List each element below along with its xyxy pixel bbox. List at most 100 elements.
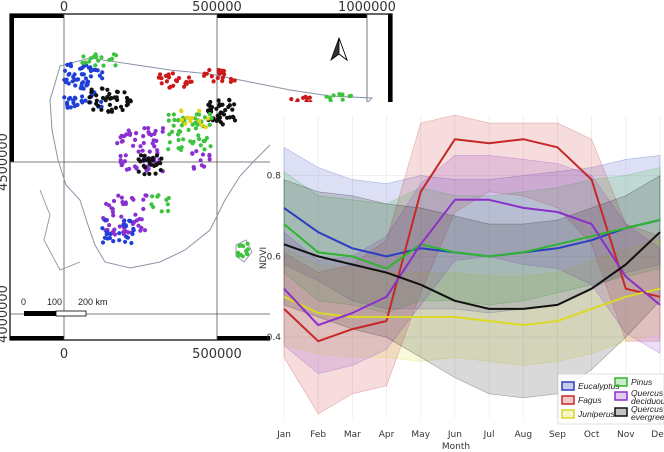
map-plot-point [134,166,139,171]
map-plot-point [171,112,176,117]
map-plot-point [153,128,158,134]
map-plot-point [122,218,127,223]
map-plot-point [99,55,104,60]
map-plot-point [118,160,123,165]
map-plot-point [340,92,345,97]
map-plot-point [199,123,204,128]
map-plot-point [206,116,211,121]
chart-grid [283,115,661,418]
map-plot-point [100,86,105,91]
map-plot-point [96,58,101,63]
map-plot-point [200,152,206,157]
map-plot-point [190,141,195,146]
map-plot-point [221,112,227,117]
map-y-tick: 4500000 [0,133,11,191]
map-plot-point [80,72,85,77]
map-plot-point [166,195,171,201]
map-plot-point [194,149,199,154]
legend-swatch-fagus [561,395,575,405]
map-plot-point [209,116,214,121]
map-plot-point [146,126,151,131]
map-plot-point [189,115,194,121]
map-plot-point [88,56,94,61]
map-plot-point [211,79,216,84]
map-plot-point [111,239,116,244]
legend-swatch-quercus-evergreen [614,407,628,417]
map-plot-point [111,198,117,204]
line-pinus [283,219,661,270]
map-plot-point [127,218,132,223]
map-plot-point [182,84,187,89]
map-plot-point [167,140,172,145]
band-pinus [283,167,661,314]
coastline [49,57,374,269]
map-plot-point [68,61,73,67]
map-plot-point [159,156,164,161]
map-plot-point [141,206,146,212]
map-plot-point [120,139,125,144]
map-plot-point [159,81,164,86]
legend-label-quercus-deciduous-2: deciduous [631,396,664,406]
map-plot-point [144,193,149,198]
map-plot-point [126,230,131,235]
y-axis-label: NDVI [259,247,269,269]
map-plot-point [170,129,175,134]
map-frame-bar [10,14,14,162]
map-plot-point [232,78,237,83]
map-plot-point [171,123,176,128]
band-quercus-evergreen [283,175,661,399]
map-plot-point [134,218,139,223]
map-plot-point [158,72,163,77]
map-plot-point [142,172,147,177]
map-plot-point [62,68,68,73]
map-plot-point [166,147,171,152]
map-plot-point [127,132,133,137]
map-plot-point [193,126,198,131]
coastline-west [39,189,81,271]
map-plot-point [166,112,171,117]
map-plot-point [144,158,149,163]
map-plot-point [142,228,148,233]
map-plot-point [99,107,104,112]
map-plot-point [155,148,160,153]
map-plot-point [186,75,192,80]
map-plot-point [121,202,126,207]
map-plot-point [166,208,171,214]
map-plot-point [176,76,182,81]
map-plot-point [331,93,336,98]
map-plot-point [158,168,163,173]
map-plot-point [106,109,111,114]
map-plot-point [191,166,197,171]
map-plot-point [216,98,221,103]
map-plot-point [122,90,127,95]
map-plot-point [221,69,226,74]
map-plot-point [107,91,112,97]
y-tick-label: 0.6 [267,252,282,262]
map-x-tick: 0 [60,0,68,15]
line-juniperus [283,287,661,327]
map-plot-point [156,193,161,198]
map-plot-point [75,102,80,107]
map-plot-point [176,137,181,143]
map-plot-point [133,212,138,217]
map-plot-point [230,107,235,112]
map-plot-point [64,77,69,82]
map-x-tick: 1000000 [338,0,396,15]
map-plot-point [81,80,86,85]
map-plot-point [139,217,144,222]
map-plot-point [73,83,78,88]
map-plot-point [67,71,72,76]
band-juniperus [283,239,661,366]
map-plot-point [80,94,85,99]
map-plot-point [125,235,130,240]
map-plot-point [214,106,219,111]
map-plot-point [89,89,94,94]
map-plot-point [68,105,73,110]
chart-lines [283,138,661,343]
map-plot-point [124,103,129,108]
map-plot-point [99,104,104,109]
map-plot-point [113,105,118,110]
map-plot-point [198,143,203,148]
x-tick-label: Jul [483,430,495,440]
